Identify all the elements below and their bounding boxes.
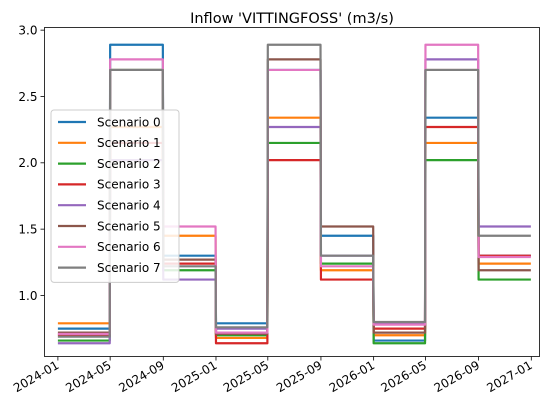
y-axis: 1.0 1.5 2.0 2.5 3.0 [18,23,45,303]
legend: Scenario 0 Scenario 1 Scenario 2 Scenario 3… [50,109,180,283]
legend-label: Scenario 5 [97,219,161,233]
legend-label: Scenario 3 [97,178,161,192]
x-tick-label: 2026-01 [327,358,377,395]
series-line-7 [57,43,531,338]
legend-label: Scenario 7 [97,261,161,275]
x-tick-label: 2027-01 [484,358,534,395]
chart-title: Inflow 'VITTINGFOSS' (m3/s) [190,11,394,27]
legend-label: Scenario 2 [97,157,161,171]
x-axis: 2024-01 2024-05 2024-09 2025-01 2025-05 2025-… [11,356,535,395]
plot-area-frame [44,27,540,357]
x-tick-label: 2025-01 [169,358,219,395]
x-tick-label: 2024-05 [63,358,113,395]
legend-label: Scenario 0 [97,115,161,129]
y-tick-label: 2.0 [18,156,37,170]
y-tick-label: 1.5 [18,222,37,236]
x-tick-label: 2026-05 [379,358,429,395]
y-tick-label: 2.5 [18,90,37,104]
legend-label: Scenario 6 [97,240,161,254]
series-line-6 [57,43,531,336]
y-tick-label: 3.0 [18,23,37,37]
legend-label: Scenario 4 [97,199,161,213]
x-tick-label: 2025-05 [221,358,271,395]
legend-label: Scenario 1 [97,136,161,150]
x-tick-label: 2026-09 [432,358,482,395]
y-tick-label: 1.0 [18,289,37,303]
legend-box [50,109,180,283]
x-tick-label: 2024-09 [116,358,166,395]
x-tick-label: 2025-09 [274,358,324,395]
x-tick-label: 2024-01 [11,358,61,395]
